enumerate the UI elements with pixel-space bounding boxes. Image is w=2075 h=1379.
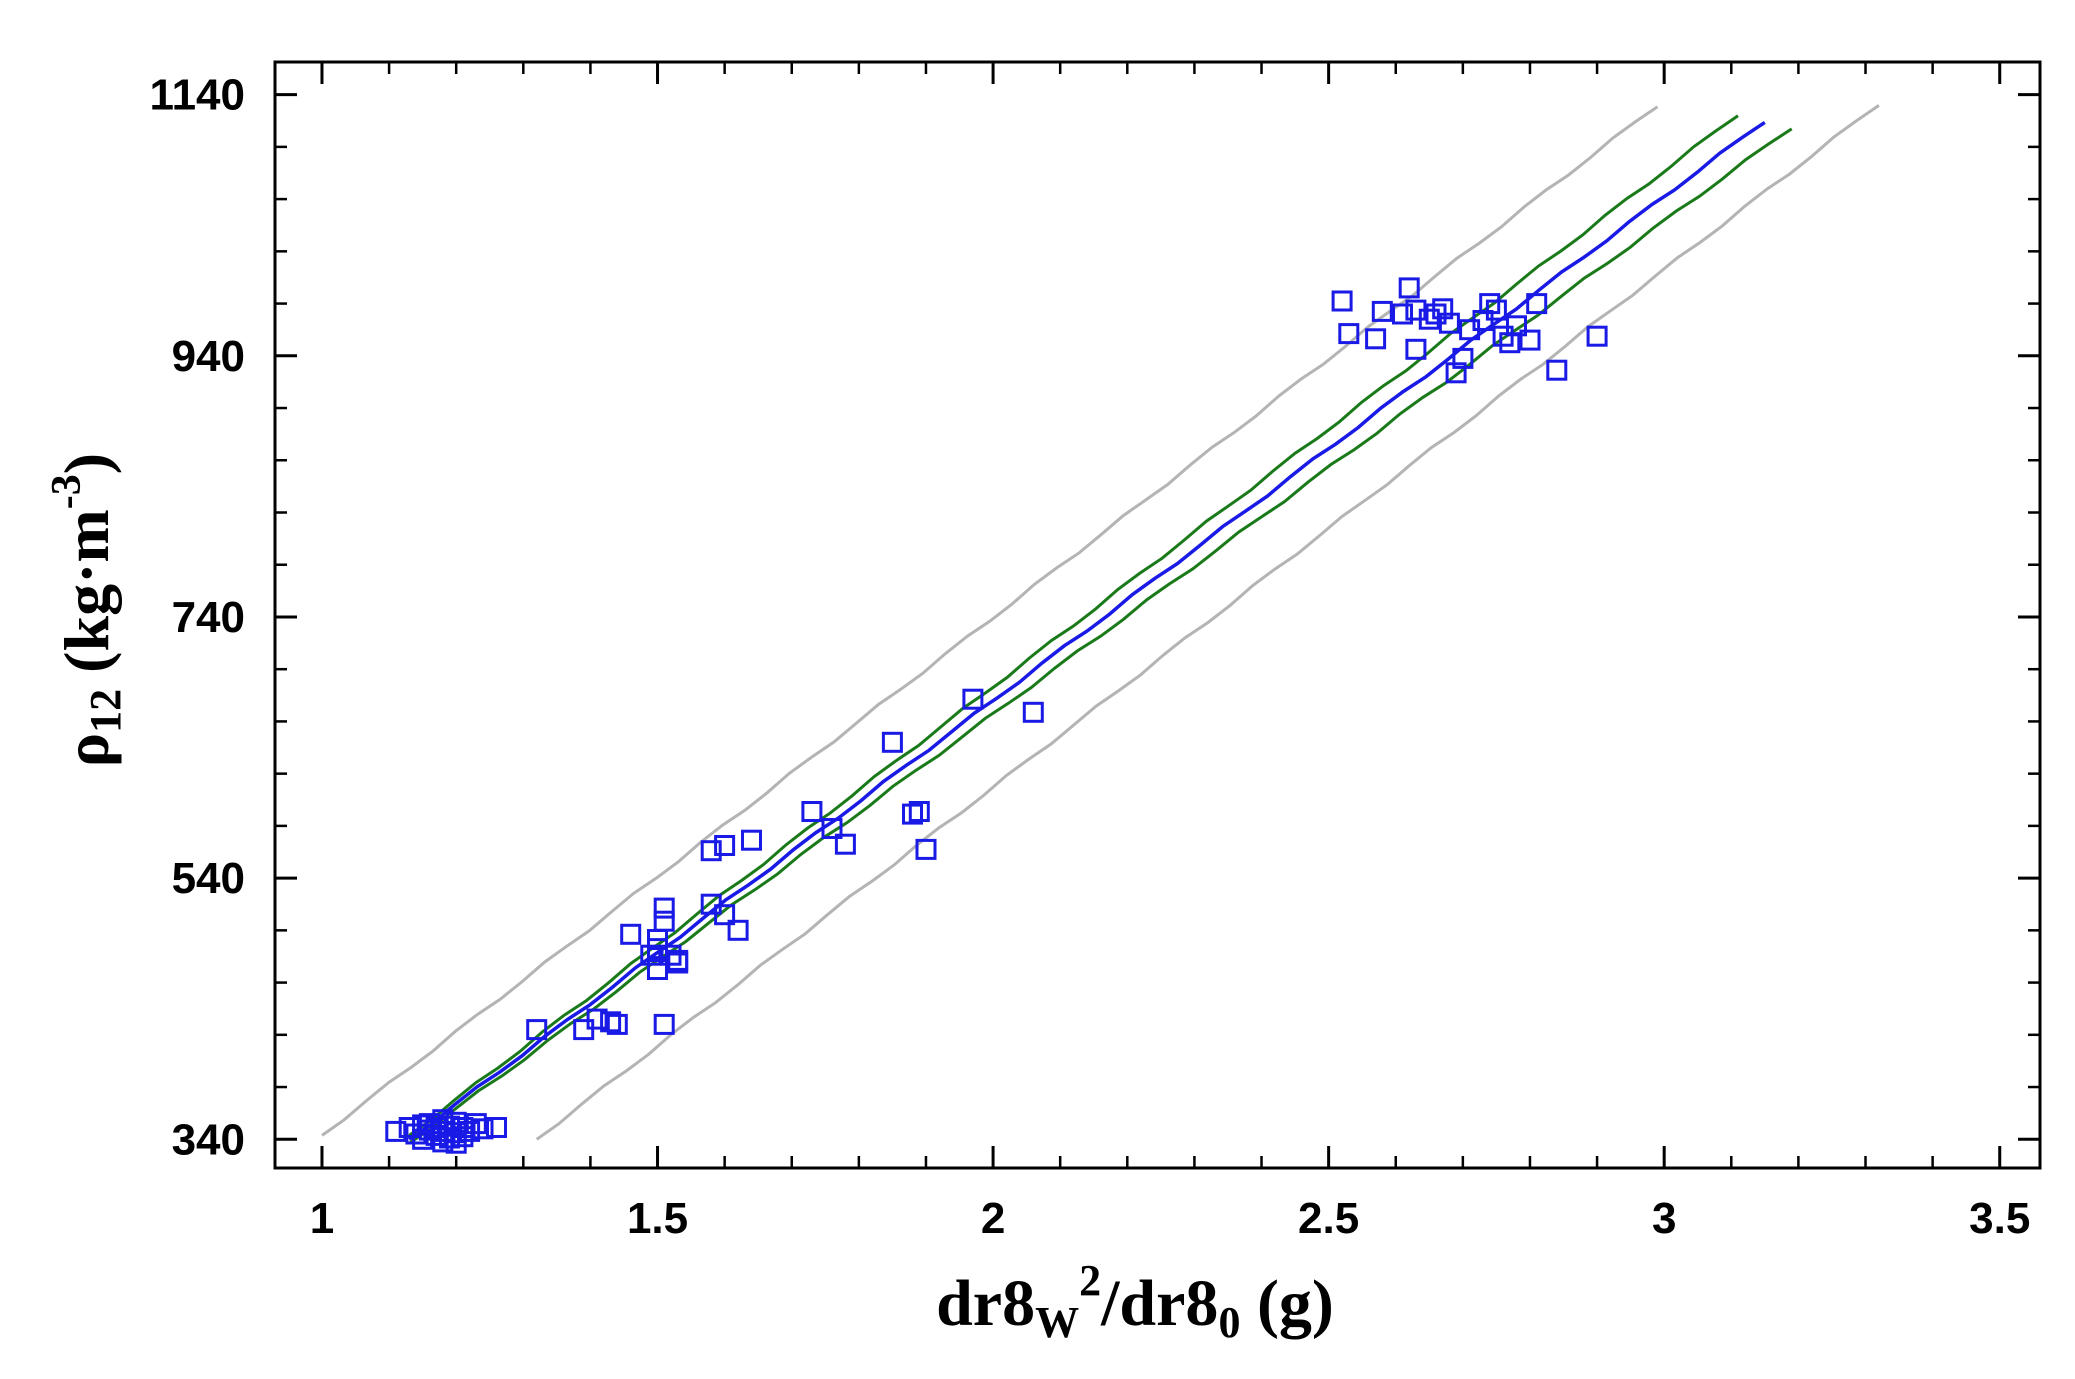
data-point (1452, 347, 1474, 369)
data-point (526, 1019, 548, 1041)
data-point (486, 1117, 507, 1138)
x-axis-title-unit: (g) (1240, 1267, 1333, 1340)
data-point (908, 801, 930, 822)
data-point (714, 835, 736, 856)
data-point (962, 688, 984, 710)
data-point (1405, 338, 1427, 360)
fit-line (408, 120, 1766, 1141)
x-tick-label: 3 (1652, 1194, 1676, 1243)
data-point (1526, 293, 1548, 315)
data-point (1338, 323, 1360, 345)
data-point (801, 801, 823, 822)
data-point (1365, 328, 1387, 350)
x-tick-label: 2 (981, 1194, 1005, 1243)
data-point (1546, 359, 1568, 381)
data-point (1479, 293, 1501, 315)
x-axis-title-main: dr8 (936, 1267, 1035, 1340)
data-point (1331, 290, 1353, 312)
confidence-upper-line (408, 114, 1739, 1137)
data-point (741, 829, 762, 851)
data-point (834, 833, 856, 855)
y-tick-label: 340 (172, 1115, 245, 1164)
data-point (1438, 312, 1460, 334)
y-axis-title-close: ) (51, 453, 122, 474)
prediction-upper-line (321, 105, 1659, 1137)
data-point (1586, 325, 1608, 347)
data-point (915, 838, 937, 860)
data-point (1506, 315, 1527, 337)
y-axis-title-unit: (kg·m (51, 509, 122, 689)
fit-line (408, 120, 1766, 1141)
x-axis-title-sub1: W (1035, 1298, 1079, 1347)
data-point (700, 840, 722, 862)
data-point (465, 1113, 487, 1135)
data-point (667, 952, 689, 974)
confidence-band (408, 114, 1793, 1145)
x-axis-title-sup: 2 (1079, 1256, 1101, 1305)
data-point (472, 1118, 494, 1140)
x-tick-label: 1.5 (627, 1194, 688, 1243)
x-tick-label: 2.5 (1298, 1194, 1359, 1243)
data-point (653, 1013, 675, 1035)
y-tick-label: 1140 (150, 71, 245, 120)
y-tick-label: 940 (172, 332, 245, 381)
prediction-band (321, 104, 1880, 1141)
data-point (1432, 298, 1454, 320)
prediction-lower-line (535, 104, 1880, 1141)
data-point (1022, 701, 1044, 723)
data-point (821, 818, 843, 839)
axis-ticks (275, 62, 2040, 1168)
data-point (600, 1011, 622, 1033)
data-points (385, 277, 1608, 1154)
x-axis-title: dr8W2/dr80 (g) (936, 1256, 1334, 1347)
x-tick-label: 3.5 (1969, 1194, 2030, 1243)
data-point (902, 803, 923, 825)
data-point (1371, 300, 1393, 322)
data-point (452, 1117, 474, 1138)
data-point (640, 944, 662, 966)
data-point (1485, 299, 1507, 321)
data-point (606, 1013, 628, 1035)
x-tick-label: 1 (310, 1194, 334, 1243)
data-point (398, 1117, 420, 1138)
data-point (714, 904, 736, 926)
y-tick-labels: 340 540 740 940 1140 (150, 71, 245, 1165)
data-point (653, 910, 675, 932)
data-point (881, 731, 903, 753)
data-point (653, 897, 675, 919)
data-point (647, 959, 668, 980)
data-point (1445, 362, 1467, 384)
confidence-lower-line (408, 127, 1793, 1145)
x-axis-title-mid: /dr8 (1100, 1267, 1218, 1340)
data-point (620, 923, 642, 945)
y-axis-title-sub: 12 (81, 689, 130, 733)
data-point (586, 1008, 608, 1030)
data-point (1392, 303, 1413, 325)
plot-frame (273, 60, 2042, 1170)
x-axis-title-sub2: 0 (1218, 1298, 1240, 1347)
y-axis-title-main: ρ (51, 733, 122, 767)
data-point (385, 1120, 407, 1142)
y-axis-title-sup: -3 (44, 474, 90, 509)
y-tick-label: 540 (172, 854, 245, 903)
data-point (1398, 277, 1420, 299)
data-point (1519, 329, 1541, 351)
data-point (727, 919, 749, 941)
y-tick-label: 740 (172, 593, 245, 642)
y-axis-title: ρ12 (kg·m-3) (44, 453, 130, 767)
x-tick-labels: 1 1.5 2 2.5 3 3.5 (310, 1194, 2031, 1243)
